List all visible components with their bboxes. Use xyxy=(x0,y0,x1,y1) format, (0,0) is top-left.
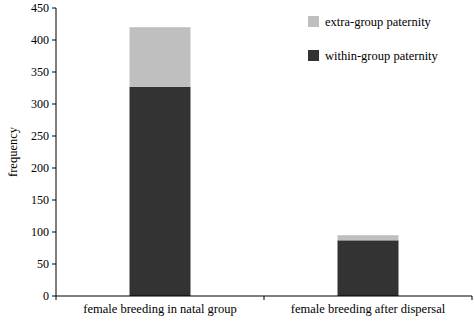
x-tick xyxy=(472,296,473,300)
chart: 0 50 100 150 200 250 300 350 400 450 female breedi… xyxy=(0,0,474,321)
y-tick-label: 200 xyxy=(31,161,49,175)
y-tick-label: 150 xyxy=(31,193,49,207)
y-tick-label: 0 xyxy=(43,289,49,303)
y-tick-label: 350 xyxy=(31,65,49,79)
bar xyxy=(338,235,399,240)
x-tick-label: female breeding in natal group xyxy=(83,302,236,316)
y-tick-label: 50 xyxy=(37,257,49,271)
y-tick xyxy=(52,232,56,233)
y-tick xyxy=(52,296,56,297)
y-tick xyxy=(52,104,56,105)
legend-swatch xyxy=(308,50,319,61)
y-tick xyxy=(52,264,56,265)
y-tick-label: 400 xyxy=(31,33,49,47)
y-tick-label: 300 xyxy=(31,97,49,111)
y-tick xyxy=(52,40,56,41)
legend-swatch xyxy=(308,16,319,27)
bar xyxy=(338,240,399,296)
bar xyxy=(130,87,191,296)
y-tick xyxy=(52,200,56,201)
legend-label: within-group paternity xyxy=(325,49,439,63)
y-tick-label: 450 xyxy=(31,1,49,15)
x-tick xyxy=(264,296,265,300)
y-tick xyxy=(52,136,56,137)
legend-label: extra-group paternity xyxy=(325,15,432,29)
y-tick-label: 250 xyxy=(31,129,49,143)
y-tick xyxy=(52,8,56,9)
bars xyxy=(130,27,399,296)
y-axis-label: frequency xyxy=(6,126,20,177)
y-tick xyxy=(52,168,56,169)
y-tick xyxy=(52,72,56,73)
bar xyxy=(130,27,191,87)
y-axis xyxy=(56,8,57,296)
x-tick xyxy=(56,296,57,300)
x-tick-label: female breeding after dispersal xyxy=(291,302,446,316)
y-tick-label: 100 xyxy=(31,225,49,239)
